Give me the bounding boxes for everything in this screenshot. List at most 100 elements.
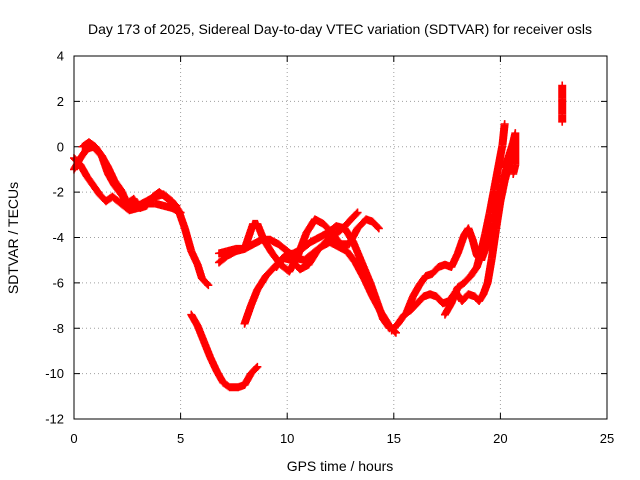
data-point bbox=[204, 281, 213, 290]
data-point bbox=[108, 192, 124, 207]
y-tick-label: -2 bbox=[52, 185, 64, 200]
data-point bbox=[374, 224, 383, 233]
grid-layer bbox=[74, 56, 607, 419]
data-point bbox=[155, 188, 171, 202]
data-point bbox=[172, 201, 181, 210]
data-point bbox=[466, 264, 481, 281]
data-point bbox=[498, 121, 509, 149]
data-point bbox=[340, 224, 357, 245]
x-tick-label: 15 bbox=[387, 431, 401, 446]
chart-title: Day 173 of 2025, Sidereal Day-to-day VTE… bbox=[88, 21, 592, 37]
data-point bbox=[366, 278, 381, 304]
y-tick-label: -6 bbox=[52, 275, 64, 290]
data-point bbox=[246, 363, 261, 378]
y-tick-label: 0 bbox=[57, 139, 64, 154]
series-track-l bbox=[500, 129, 520, 178]
data-point bbox=[240, 221, 257, 253]
data-point bbox=[163, 194, 180, 209]
data-point bbox=[142, 193, 156, 210]
data-point bbox=[447, 250, 462, 271]
data-point bbox=[321, 232, 337, 247]
series-track-d bbox=[187, 310, 262, 392]
data-point bbox=[89, 181, 103, 198]
y-tick-label: -4 bbox=[52, 230, 64, 245]
data-point bbox=[415, 273, 429, 290]
y-tick-label: -12 bbox=[45, 412, 64, 427]
data-point bbox=[509, 169, 518, 178]
data-point bbox=[302, 216, 319, 237]
x-axis-label: GPS time / hours bbox=[287, 458, 394, 474]
data-point bbox=[206, 353, 221, 374]
x-tick-label: 5 bbox=[177, 431, 184, 446]
data-point bbox=[357, 258, 374, 286]
y-tick-label: -8 bbox=[52, 321, 64, 336]
series-isolated bbox=[558, 81, 567, 126]
data-point bbox=[180, 224, 195, 254]
y-tick-label: -10 bbox=[45, 366, 64, 381]
y-axis-label: SDTVAR / TECUs bbox=[5, 182, 21, 294]
data-point bbox=[394, 311, 408, 328]
series-track-a bbox=[70, 142, 213, 290]
data-point bbox=[391, 328, 400, 337]
data-point bbox=[511, 129, 520, 168]
x-tick-label: 25 bbox=[600, 431, 614, 446]
marks-layer bbox=[70, 81, 567, 392]
data-point bbox=[368, 217, 382, 232]
data-point bbox=[487, 225, 500, 262]
tick-layer: 0 5 10 15 20 25 -12 -10 -8 -6 -4 -2 0 2 4 bbox=[45, 49, 614, 447]
data-point bbox=[197, 274, 212, 289]
data-point bbox=[82, 172, 97, 189]
x-tick-label: 0 bbox=[70, 431, 77, 446]
data-point bbox=[176, 208, 185, 217]
series-track-h bbox=[272, 222, 394, 333]
data-point bbox=[259, 235, 276, 257]
data-point bbox=[313, 239, 329, 256]
data-point bbox=[483, 255, 496, 287]
y-tick-label: 2 bbox=[57, 94, 64, 109]
data-point bbox=[187, 247, 202, 268]
data-point bbox=[349, 238, 366, 265]
data-point bbox=[372, 297, 387, 322]
y-tick-label: 4 bbox=[57, 49, 64, 64]
data-point bbox=[272, 252, 289, 271]
data-point bbox=[379, 315, 393, 331]
data-point bbox=[104, 163, 118, 184]
plot-frame bbox=[73, 55, 608, 420]
data-point bbox=[200, 337, 214, 361]
data-point bbox=[351, 258, 368, 282]
data-point bbox=[353, 208, 362, 217]
x-tick-label: 20 bbox=[493, 431, 507, 446]
data-point bbox=[447, 284, 462, 308]
series-track-c bbox=[78, 138, 181, 213]
data-point bbox=[246, 287, 261, 310]
data-point bbox=[76, 146, 90, 163]
data-point bbox=[387, 320, 401, 335]
data-point bbox=[240, 302, 255, 328]
x-tick-label: 10 bbox=[280, 431, 294, 446]
data-point bbox=[460, 273, 474, 287]
data-point bbox=[261, 264, 278, 281]
data-point bbox=[253, 219, 268, 243]
data-point bbox=[91, 142, 105, 159]
data-point bbox=[500, 120, 509, 129]
data-point bbox=[274, 240, 290, 255]
data-point bbox=[253, 362, 262, 371]
data-point bbox=[253, 273, 270, 294]
data-point bbox=[453, 232, 468, 258]
series-track-k bbox=[440, 120, 509, 319]
data-point bbox=[453, 279, 467, 292]
data-point bbox=[402, 293, 417, 317]
data-point bbox=[219, 378, 233, 391]
data-point bbox=[347, 209, 361, 224]
data-point bbox=[110, 176, 124, 193]
data-point bbox=[84, 138, 99, 150]
data-point bbox=[193, 321, 208, 345]
data-point bbox=[298, 239, 314, 253]
data-point bbox=[116, 185, 131, 207]
data-point bbox=[428, 264, 442, 278]
data-point bbox=[558, 117, 567, 126]
data-point bbox=[413, 293, 427, 308]
data-point bbox=[214, 252, 231, 267]
data-point bbox=[304, 248, 321, 269]
